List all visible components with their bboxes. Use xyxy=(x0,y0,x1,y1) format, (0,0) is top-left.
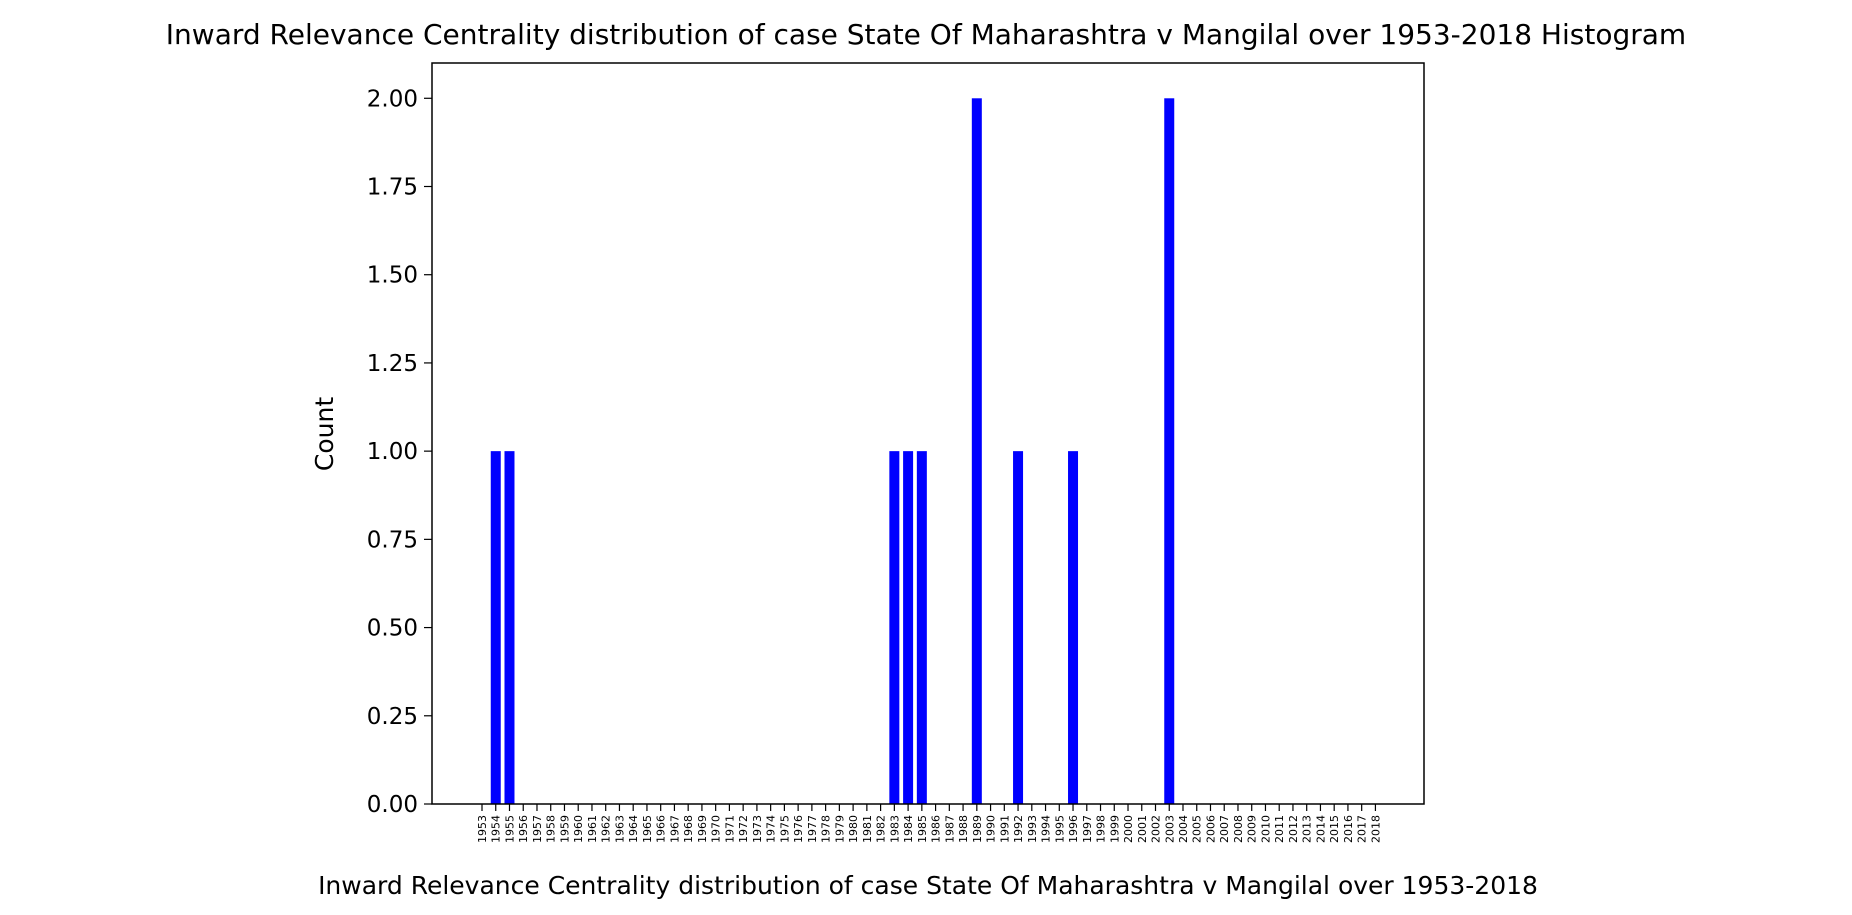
x-tick-label: 2011 xyxy=(1273,815,1286,843)
x-tick-label: 1971 xyxy=(723,815,736,843)
x-tick-label: 1981 xyxy=(861,815,874,843)
y-tick-label: 0.25 xyxy=(367,704,418,730)
x-tick-label: 1963 xyxy=(613,815,626,843)
x-tick-label: 1965 xyxy=(641,815,654,843)
x-tick-label: 2002 xyxy=(1150,815,1163,843)
x-tick-label: 2013 xyxy=(1301,815,1314,843)
y-tick-label: 1.75 xyxy=(367,175,418,201)
x-tick-label: 1974 xyxy=(765,815,778,843)
x-tick-label: 1979 xyxy=(833,815,846,843)
x-tick-label: 2006 xyxy=(1204,815,1217,843)
x-tick-label: 1956 xyxy=(517,815,530,843)
x-tick-label: 1957 xyxy=(531,815,544,843)
x-tick-label: 1978 xyxy=(820,815,833,843)
y-tick-label: 1.25 xyxy=(367,351,418,377)
y-tick-label: 1.00 xyxy=(367,439,418,465)
x-axis-ticks: 1953 1954 1955 1956 1957 1958 1959 1960 1961 1962… xyxy=(476,804,1382,843)
x-axis-label: Inward Relevance Centrality distribution… xyxy=(318,871,1538,900)
x-tick-label: 1989 xyxy=(971,815,984,843)
x-tick-label: 1955 xyxy=(503,815,516,843)
x-tick-label: 1984 xyxy=(902,815,915,843)
x-tick-label: 1964 xyxy=(627,815,640,843)
x-tick-label: 2012 xyxy=(1287,815,1300,843)
x-tick-label: 1961 xyxy=(586,815,599,843)
x-tick-label: 1976 xyxy=(792,815,805,843)
x-tick-label: 2001 xyxy=(1136,815,1149,843)
x-tick-label: 2016 xyxy=(1342,815,1355,843)
x-tick-label: 1983 xyxy=(888,815,901,843)
x-tick-label: 1967 xyxy=(668,815,681,843)
x-tick-label: 2018 xyxy=(1369,815,1382,843)
y-tick-label: 0.50 xyxy=(367,616,418,642)
x-tick-label: 2005 xyxy=(1191,815,1204,843)
x-tick-label: 1998 xyxy=(1095,815,1108,843)
x-tick-label: 2000 xyxy=(1122,815,1135,843)
bar-2003 xyxy=(1164,98,1175,805)
x-tick-label: 1962 xyxy=(600,815,613,843)
bar-1996 xyxy=(1068,451,1079,804)
x-tick-label: 2015 xyxy=(1328,815,1341,843)
x-tick-label: 2009 xyxy=(1246,815,1259,843)
x-tick-label: 1986 xyxy=(930,815,943,843)
x-tick-label: 2017 xyxy=(1356,815,1369,843)
bar-1955 xyxy=(504,451,515,804)
x-tick-label: 1995 xyxy=(1053,815,1066,843)
x-tick-label: 1982 xyxy=(875,815,888,843)
x-tick-label: 1999 xyxy=(1108,815,1121,843)
x-tick-label: 1970 xyxy=(710,815,723,843)
x-tick-label: 2010 xyxy=(1259,815,1272,843)
x-tick-label: 1996 xyxy=(1067,815,1080,843)
x-tick-label: 1992 xyxy=(1012,815,1025,843)
x-tick-label: 1959 xyxy=(558,815,571,843)
x-tick-label: 1972 xyxy=(737,815,750,843)
x-tick-label: 1966 xyxy=(655,815,668,843)
x-tick-label: 1975 xyxy=(778,815,791,843)
bar-1984 xyxy=(903,451,914,804)
x-tick-label: 1990 xyxy=(985,815,998,843)
y-axis-ticks: 0.00 0.25 0.50 0.75 1.00 1.25 1.50 1.75 2.00 xyxy=(367,86,432,818)
y-tick-label: 0.75 xyxy=(367,527,418,553)
x-tick-label: 1994 xyxy=(1040,815,1053,843)
x-tick-label: 1968 xyxy=(682,815,695,843)
bar-1983 xyxy=(889,451,900,804)
y-tick-label: 2.00 xyxy=(367,86,418,112)
x-tick-label: 2014 xyxy=(1314,815,1327,843)
x-tick-label: 2004 xyxy=(1177,815,1190,843)
x-tick-label: 1958 xyxy=(545,815,558,843)
y-tick-label: 1.50 xyxy=(367,263,418,289)
x-tick-label: 1988 xyxy=(957,815,970,843)
bar-1954 xyxy=(490,451,501,804)
x-tick-label: 1953 xyxy=(476,815,489,843)
x-tick-label: 1954 xyxy=(490,815,503,843)
x-tick-label: 1969 xyxy=(696,815,709,843)
plot-area-frame xyxy=(431,62,1425,805)
chart-title: Inward Relevance Centrality distribution… xyxy=(166,18,1686,51)
x-tick-label: 1991 xyxy=(998,815,1011,843)
x-tick-label: 1973 xyxy=(751,815,764,843)
x-tick-label: 1960 xyxy=(572,815,585,843)
x-tick-label: 1993 xyxy=(1026,815,1039,843)
x-tick-label: 1980 xyxy=(847,815,860,843)
x-tick-label: 1997 xyxy=(1081,815,1094,843)
x-tick-label: 2007 xyxy=(1218,815,1231,843)
bar-1985 xyxy=(916,451,927,804)
x-tick-label: 1977 xyxy=(806,815,819,843)
bar-1992 xyxy=(1013,451,1024,804)
y-tick-label: 0.00 xyxy=(367,792,418,818)
x-tick-label: 2003 xyxy=(1163,815,1176,843)
bars-layer xyxy=(490,98,1175,805)
x-tick-label: 1985 xyxy=(916,815,929,843)
x-tick-label: 2008 xyxy=(1232,815,1245,843)
bar-1989 xyxy=(971,98,982,805)
y-axis-label: Count xyxy=(310,397,339,471)
x-tick-label: 1987 xyxy=(943,815,956,843)
